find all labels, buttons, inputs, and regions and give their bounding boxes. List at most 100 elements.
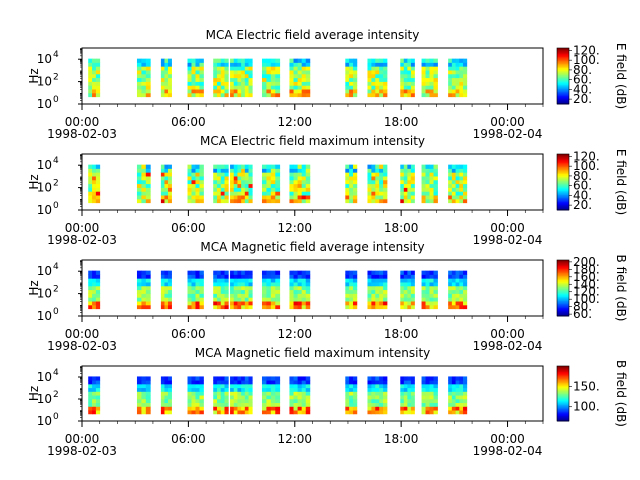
- colorbar-segment: [557, 60, 569, 63]
- spectrogram-cell: [164, 198, 169, 204]
- spectrogram-cell: [136, 77, 142, 82]
- spectrogram-cell: [191, 301, 196, 306]
- y-tick-base: 10: [37, 52, 52, 66]
- spectrogram-cell: [379, 380, 384, 385]
- colorbar-segment: [557, 268, 569, 271]
- spectrogram-cell: [224, 304, 229, 310]
- spectrogram-cell: [297, 164, 303, 169]
- spectrogram-cell: [349, 81, 354, 86]
- spectrogram-cell: [220, 168, 225, 173]
- spectrogram-cell: [233, 168, 238, 173]
- spectrogram-cell: [233, 293, 238, 298]
- colorbar-segment: [557, 163, 569, 166]
- spectrogram-cell: [433, 395, 438, 400]
- spectrogram-cell: [224, 179, 229, 185]
- colorbar-segment: [557, 379, 569, 382]
- spectrogram-cell: [191, 293, 196, 298]
- spectrogram-cell: [345, 81, 350, 86]
- spectrogram-cell: [448, 81, 453, 86]
- spectrogram-cell: [141, 398, 147, 404]
- colorbar-segment: [557, 290, 569, 293]
- spectrogram-cell: [195, 402, 200, 407]
- spectrogram-cell: [136, 66, 142, 71]
- spectrogram-cell: [213, 398, 218, 404]
- spectrogram-cell: [164, 398, 169, 404]
- spectrogram-cell: [160, 285, 165, 291]
- spectrogram-cell: [199, 62, 204, 67]
- spectrogram-cell: [220, 282, 225, 287]
- spectrogram-cell: [145, 376, 151, 381]
- colorbar-segment: [557, 293, 569, 296]
- spectrogram-cell: [248, 285, 253, 291]
- spectrogram-cell: [266, 168, 272, 173]
- spectrogram-cell: [266, 391, 272, 396]
- spectrogram-cell: [455, 410, 460, 415]
- spectrogram-cell: [301, 304, 307, 310]
- spectrogram-cell: [403, 380, 408, 385]
- spectrogram-cell: [451, 81, 456, 86]
- spectrogram-cell: [275, 297, 281, 302]
- spectrogram-cell: [371, 278, 376, 283]
- spectrogram-cell: [375, 278, 380, 283]
- spectrogram-cell: [345, 402, 350, 407]
- spectrogram-cell: [241, 398, 246, 404]
- spectrogram-cell: [164, 391, 169, 396]
- spectrogram-cell: [305, 92, 311, 98]
- spectrogram-cell: [220, 58, 225, 63]
- colorbar-frame: [556, 365, 570, 422]
- spectrogram-cell: [244, 293, 249, 298]
- spectrogram-cell: [248, 70, 253, 75]
- spectrogram-cell: [92, 183, 97, 188]
- spectrogram-cell: [95, 66, 101, 71]
- spectrogram-cell: [233, 81, 238, 86]
- spectrogram-cell: [88, 270, 93, 275]
- spectrogram-cell: [164, 304, 169, 310]
- spectrogram-cell: [233, 395, 238, 400]
- spectrogram-cell: [248, 398, 253, 404]
- spectrogram-cell: [455, 274, 460, 279]
- spectrogram-cell: [463, 172, 468, 177]
- spectrogram-cell: [233, 176, 238, 181]
- spectrogram-cell: [145, 62, 151, 67]
- spectrogram-cell: [383, 89, 388, 94]
- spectrogram-cell: [261, 380, 267, 385]
- spectrogram-cell: [352, 85, 358, 90]
- y-tick-base: 10: [37, 370, 52, 384]
- spectrogram-cell: [261, 187, 267, 192]
- colorbar-segment: [557, 272, 569, 275]
- spectrogram-cell: [261, 278, 267, 283]
- colorbar-segment: [557, 389, 569, 392]
- spectrogram-cell: [270, 278, 276, 283]
- colorbar-segment: [557, 102, 569, 105]
- spectrogram-cell: [195, 278, 200, 283]
- spectrogram-cell: [266, 383, 272, 389]
- spectrogram-cell: [199, 172, 204, 177]
- spectrogram-cell: [455, 387, 460, 392]
- colorbar-segment: [557, 281, 569, 283]
- spectrogram-cell: [421, 278, 426, 283]
- spectrogram-cell: [403, 376, 408, 381]
- spectrogram-cell: [459, 304, 464, 310]
- spectrogram-cell: [141, 402, 147, 407]
- spectrogram-cell: [187, 274, 192, 279]
- spectrogram-cell: [244, 183, 249, 188]
- spectrogram-cell: [241, 92, 246, 98]
- x-tick-label: 12:00: [277, 115, 312, 129]
- spectrogram-cell: [410, 282, 415, 287]
- spectrogram-cell: [433, 168, 438, 173]
- spectrogram-cell: [463, 85, 468, 90]
- spectrogram-cell: [459, 387, 464, 392]
- spectrogram-cell: [241, 81, 246, 86]
- spectrogram-cell: [297, 187, 303, 192]
- spectrogram-cell: [451, 383, 456, 389]
- spectrogram-cell: [216, 164, 222, 169]
- spectrogram-cell: [191, 70, 196, 75]
- spectrogram-cell: [459, 270, 464, 275]
- spectrogram-cell: [187, 278, 192, 283]
- spectrogram-cell: [459, 293, 464, 298]
- spectrogram-cell: [233, 198, 238, 204]
- spectrogram-cell: [92, 168, 97, 173]
- spectrogram-cell: [301, 66, 307, 71]
- spectrogram-cell: [230, 376, 235, 381]
- spectrogram-cell: [410, 376, 415, 381]
